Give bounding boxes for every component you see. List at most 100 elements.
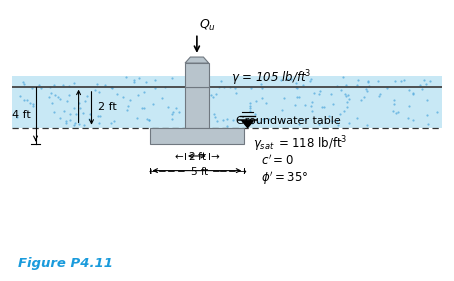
Point [365,83,372,88]
Point [221,85,228,89]
Point [247,105,254,110]
Point [343,105,350,109]
Point [249,121,256,126]
Point [301,118,308,123]
Point [339,75,346,80]
Point [29,104,36,108]
Point [301,103,309,107]
Point [251,112,258,117]
Point [362,87,370,91]
Point [38,85,45,90]
Point [340,109,347,114]
Point [135,76,143,80]
Point [152,86,159,90]
Point [320,105,327,110]
Point [30,101,37,106]
Point [207,92,214,97]
Point [46,94,53,99]
Point [67,112,74,117]
Point [405,87,413,92]
Point [410,91,417,96]
Point [158,96,165,100]
Point [219,118,227,122]
Point [344,92,351,97]
Text: $\leftarrow\!\!-\!\!-\!\!-$ 5 ft $-\!\!-\!\!-\!\!\rightarrow$: $\leftarrow\!\!-\!\!-\!\!-$ 5 ft $-\!\!-… [146,165,247,177]
Point [232,86,239,90]
Point [277,78,285,83]
Point [365,80,372,85]
Point [296,95,303,99]
Point [48,90,55,95]
Point [329,102,336,106]
Point [375,94,383,98]
Point [423,81,430,86]
Point [295,121,302,126]
Point [232,91,239,96]
Point [294,95,301,99]
Point [124,103,131,108]
Point [76,122,83,127]
Point [383,86,390,90]
Point [130,78,138,83]
Point [70,123,77,127]
Point [28,86,35,90]
Point [424,122,432,126]
Point [164,105,172,110]
Point [279,108,286,112]
Point [59,82,66,87]
Point [151,78,158,82]
Point [292,85,300,89]
Point [224,123,231,128]
Point [357,98,365,102]
Text: $Q_u$: $Q_u$ [199,18,217,33]
Point [82,99,89,103]
Point [141,90,148,94]
Point [400,78,408,83]
Point [395,110,402,114]
Point [246,103,253,108]
Point [363,123,370,127]
Point [149,101,157,106]
Point [86,117,93,122]
Point [423,98,430,102]
Point [333,83,340,88]
Point [51,83,58,87]
Point [353,115,360,120]
Point [97,114,104,118]
Point [254,119,261,124]
Polygon shape [242,121,253,128]
Point [70,106,78,110]
Point [134,93,142,97]
Point [336,112,344,116]
Point [353,83,360,87]
Point [110,119,117,123]
Text: $\gamma_{sat}\ = 118\ \mathrm{lb/ft}^3$: $\gamma_{sat}\ = 118\ \mathrm{lb/ft}^3$ [253,134,347,154]
Point [342,94,349,99]
Point [306,78,313,83]
Bar [12,76,442,128]
Point [57,116,64,121]
Point [212,92,219,96]
Point [87,112,94,116]
Point [145,118,153,122]
Point [216,85,223,89]
Point [345,97,352,101]
Point [342,82,349,87]
Point [259,117,266,121]
Point [409,90,416,95]
Point [397,79,405,83]
Point [96,121,103,125]
Point [79,111,86,115]
Point [107,85,114,89]
Point [345,121,353,126]
Point [109,86,116,90]
Point [364,89,371,93]
Point [95,90,103,94]
Point [224,117,231,121]
Point [168,117,176,121]
Point [266,117,273,121]
Point [391,98,398,102]
Point [133,116,140,121]
Point [247,86,255,90]
Text: $c' = 0$: $c' = 0$ [262,154,294,168]
